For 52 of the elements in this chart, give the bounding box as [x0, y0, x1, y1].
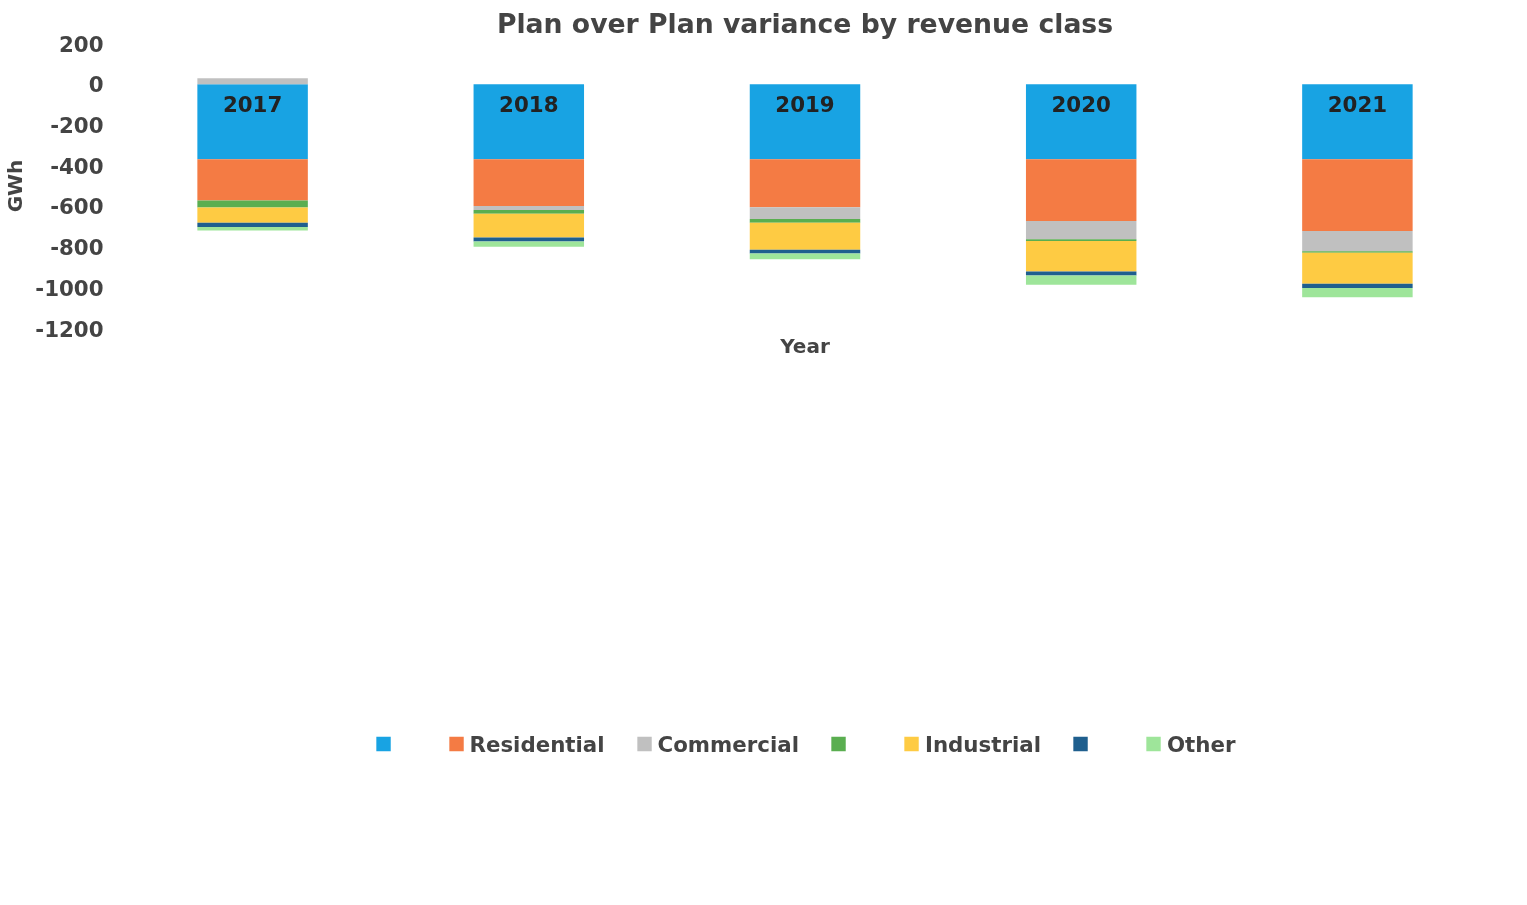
- y-tick-label: 200: [58, 31, 104, 57]
- bar: [1302, 287, 1413, 298]
- bar: [1302, 159, 1413, 231]
- y-tick-label: -200: [50, 112, 104, 138]
- chart-title: Plan over Plan variance by revenue class: [496, 7, 1114, 39]
- bar: [473, 241, 585, 247]
- bar: [1025, 221, 1137, 240]
- bar: [749, 84, 861, 160]
- bar: [473, 210, 585, 214]
- bar: [1302, 230, 1413, 252]
- bar: [473, 213, 585, 238]
- legend-label: Other: [1166, 731, 1236, 757]
- bar: [197, 222, 308, 227]
- bar: [473, 84, 585, 160]
- legend-label: Commercial: [657, 731, 799, 757]
- bar: [749, 159, 861, 208]
- bar: [749, 253, 861, 260]
- y-axis-title: GWh: [3, 159, 28, 213]
- bar: [1025, 275, 1137, 285]
- bar: [1025, 84, 1137, 160]
- bar: [749, 207, 861, 219]
- bar: [749, 218, 861, 223]
- y-tick-label: -1200: [35, 316, 104, 342]
- bar: [473, 237, 585, 242]
- bar: [197, 159, 308, 201]
- x-tick-label: 2020: [1051, 92, 1111, 118]
- y-tick-label: -400: [50, 153, 104, 179]
- bar: [197, 226, 308, 231]
- y-tick-label: -1000: [35, 275, 104, 301]
- x-tick-label: 2021: [1327, 92, 1388, 118]
- bar: [197, 78, 308, 85]
- bar: [1302, 252, 1413, 284]
- x-tick-label: 2017: [222, 92, 283, 118]
- y-tick-label: -800: [50, 235, 104, 261]
- x-tick-label: 2018: [499, 92, 559, 118]
- bar: [473, 159, 585, 206]
- bar: [1025, 240, 1137, 272]
- bar: [1025, 271, 1137, 276]
- bar: [1025, 159, 1137, 222]
- x-tick-label: 2019: [775, 92, 835, 118]
- bar: [1302, 84, 1413, 160]
- y-tick-label: 0: [88, 72, 104, 98]
- y-tick-label: -600: [50, 194, 104, 220]
- x-axis-title: Year: [779, 333, 830, 358]
- legend-label: Industrial: [924, 731, 1041, 757]
- bar: [197, 200, 308, 208]
- legend-label: Residential: [469, 731, 605, 757]
- bar: [197, 207, 308, 223]
- bar: [1302, 283, 1413, 288]
- bar: [749, 222, 861, 250]
- bar: [197, 84, 308, 160]
- bar: [473, 205, 585, 211]
